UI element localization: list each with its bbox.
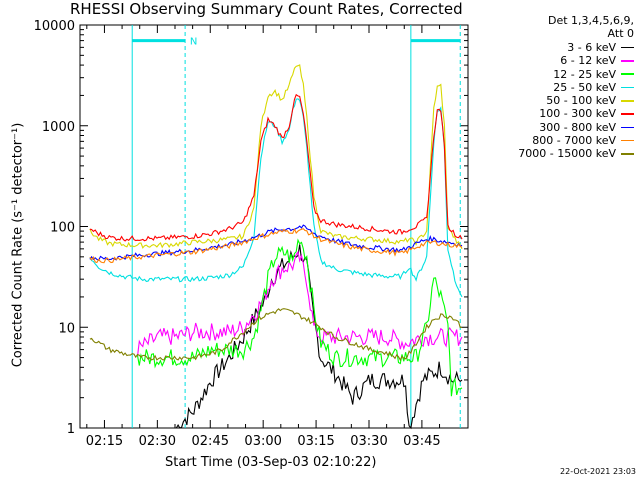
legend-entry: 800 - 7000 keV: [518, 134, 634, 147]
plot-area: 1 10 100 1000 10000 02:15 02:30 02:45 03:00 03:15…: [34, 19, 469, 449]
legend-swatch: [621, 60, 634, 62]
legend-swatch: [621, 126, 634, 129]
x-tick-label: 03:45: [403, 434, 440, 449]
detector-note-line-2: Att 0: [607, 27, 634, 40]
legend-label: 12 - 25 keV: [553, 67, 616, 81]
legend-label: 3 - 6 keV: [567, 41, 616, 54]
x-tick-label: 02:15: [86, 434, 123, 449]
x-tick-label: 03:30: [350, 434, 387, 449]
plot-frame: [79, 24, 469, 429]
series-line: [136, 238, 463, 397]
legend-label: 300 - 800 keV: [539, 120, 616, 134]
series-line: [89, 98, 463, 298]
annotation-label: N: [190, 37, 197, 48]
chart-title: RHESSI Observing Summary Count Rates, Co…: [70, 0, 463, 18]
series-line: [89, 308, 463, 362]
legend-entry: 100 - 300 keV: [518, 107, 634, 120]
legend-label: 7000 - 15000 keV: [518, 147, 616, 161]
legend-swatch: [621, 153, 634, 155]
legend-label: 25 - 50 keV: [553, 80, 616, 94]
legend: 3 - 6 keV 6 - 12 keV 12 - 25 keV 25 - 50 ke…: [518, 41, 634, 161]
legend-swatch: [621, 100, 634, 102]
legend-label: 6 - 12 keV: [560, 54, 616, 68]
x-tick-label: 02:45: [192, 434, 229, 449]
timestamp: 22-Oct-2021 23:03: [560, 467, 636, 476]
series-line: [89, 64, 463, 250]
x-tick-label: 03:00: [244, 434, 281, 449]
series-line: [89, 224, 463, 261]
legend-entry: 12 - 25 keV: [518, 68, 634, 81]
series-line: [136, 250, 463, 357]
legend-entry: 25 - 50 keV: [518, 81, 634, 94]
legend-entry: 3 - 6 keV: [518, 41, 634, 54]
legend-entry: 7000 - 15000 keV: [518, 147, 634, 160]
detector-note-line-1: Det 1,3,4,5,6,9,: [547, 14, 634, 27]
legend-swatch: [621, 46, 634, 49]
x-axis-label: Start Time (03-Sep-03 02:10:22): [165, 455, 377, 470]
legend-swatch: [621, 139, 634, 142]
y-tick-label: 1: [67, 422, 75, 437]
series-line: [89, 227, 463, 264]
legend-label: 100 - 300 keV: [539, 107, 616, 121]
y-tick-label: 1000: [42, 120, 75, 135]
x-tick-label: 02:30: [139, 434, 176, 449]
y-axis-label: Corrected Count Rate (s⁻¹ detector⁻¹): [10, 122, 26, 368]
legend-entry: 300 - 800 keV: [518, 121, 634, 134]
y-tick-label: 100: [50, 221, 75, 236]
legend-swatch: [621, 73, 634, 75]
legend-label: 800 - 7000 keV: [532, 134, 616, 148]
series-line: [175, 244, 463, 430]
legend-entry: 6 - 12 keV: [518, 54, 634, 67]
series-line: [89, 93, 463, 242]
legend-label: 50 - 100 keV: [546, 94, 616, 108]
x-tick-label: 03:15: [297, 434, 334, 449]
legend-entry: 50 - 100 keV: [518, 94, 634, 107]
y-tick-label: 10000: [34, 19, 75, 34]
y-tick-label: 10: [58, 321, 75, 336]
legend-swatch: [621, 113, 634, 115]
detector-note: Det 1,3,4,5,6,9, Att 0: [548, 14, 634, 40]
legend-swatch: [621, 86, 634, 89]
